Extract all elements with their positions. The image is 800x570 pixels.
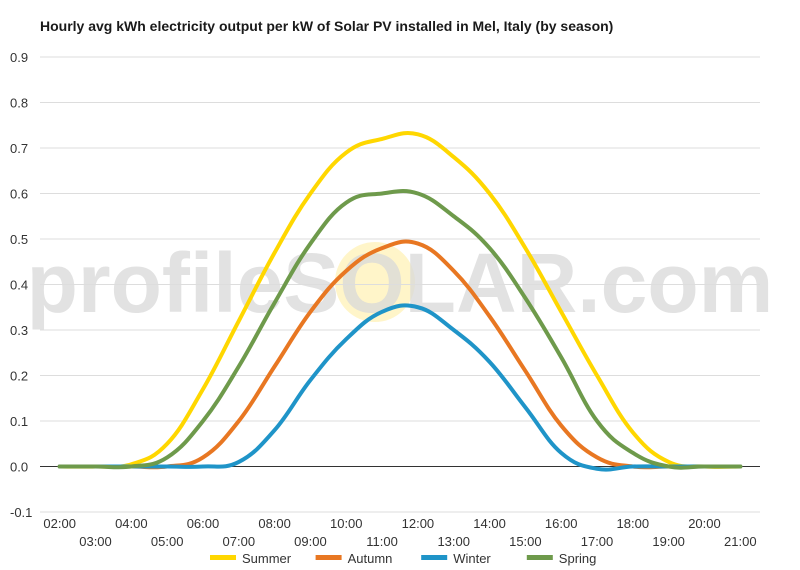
x-tick-label: 02:00: [43, 516, 76, 531]
y-tick-label: 0.1: [10, 414, 28, 429]
legend-swatch-autumn: [315, 555, 342, 560]
series-line-winter: [57, 303, 743, 472]
y-tick-label: 0.7: [10, 141, 28, 156]
series-line-spring: [57, 189, 743, 470]
legend-label-autumn: Autumn: [348, 551, 393, 566]
x-tick-label: 14:00: [473, 516, 506, 531]
x-tick-label: 08:00: [258, 516, 291, 531]
x-tick-label: 04:00: [115, 516, 148, 531]
x-tick-label: 05:00: [151, 534, 184, 549]
x-tick-label: 12:00: [402, 516, 435, 531]
legend-swatch-spring: [526, 555, 553, 560]
x-tick-label: 10:00: [330, 516, 363, 531]
y-tick-label: 0.5: [10, 232, 28, 247]
x-tick-label: 19:00: [652, 534, 685, 549]
legend-label-winter: Winter: [453, 551, 491, 566]
chart-title: Hourly avg kWh electricity output per kW…: [40, 18, 614, 34]
y-tick-label: 0.9: [10, 50, 28, 65]
grid: [40, 56, 760, 513]
x-tick-label: 09:00: [294, 534, 327, 549]
x-tick-label: 13:00: [437, 534, 470, 549]
axes: -0.10.00.10.20.30.40.50.60.70.80.902:000…: [10, 50, 757, 549]
legend-label-summer: Summer: [242, 551, 292, 566]
y-tick-label: 0.4: [10, 278, 28, 293]
x-tick-label: 16:00: [545, 516, 578, 531]
x-tick-label: 15:00: [509, 534, 542, 549]
x-tick-label: 18:00: [617, 516, 650, 531]
watermark: profileSOLAR.com: [27, 236, 774, 330]
legend-label-spring: Spring: [559, 551, 597, 566]
x-tick-label: 06:00: [187, 516, 220, 531]
y-tick-label: 0.0: [10, 460, 28, 475]
legend: Summer Autumn Winter Spring: [210, 551, 596, 566]
legend-swatch-winter: [421, 555, 448, 560]
watermark-text: profileSOLAR.com: [27, 236, 774, 330]
x-tick-label: 17:00: [581, 534, 614, 549]
x-tick-label: 07:00: [223, 534, 256, 549]
series-group: [57, 131, 743, 472]
series-line-summer: [57, 131, 743, 469]
y-tick-label: 0.6: [10, 187, 28, 202]
y-tick-label: -0.1: [10, 505, 32, 520]
x-tick-label: 21:00: [724, 534, 757, 549]
x-tick-label: 20:00: [688, 516, 721, 531]
y-tick-label: 0.3: [10, 323, 28, 338]
x-tick-label: 03:00: [79, 534, 112, 549]
x-tick-label: 11:00: [366, 534, 398, 549]
y-tick-label: 0.2: [10, 369, 28, 384]
legend-swatch-summer: [210, 555, 236, 560]
y-tick-label: 0.8: [10, 96, 28, 111]
